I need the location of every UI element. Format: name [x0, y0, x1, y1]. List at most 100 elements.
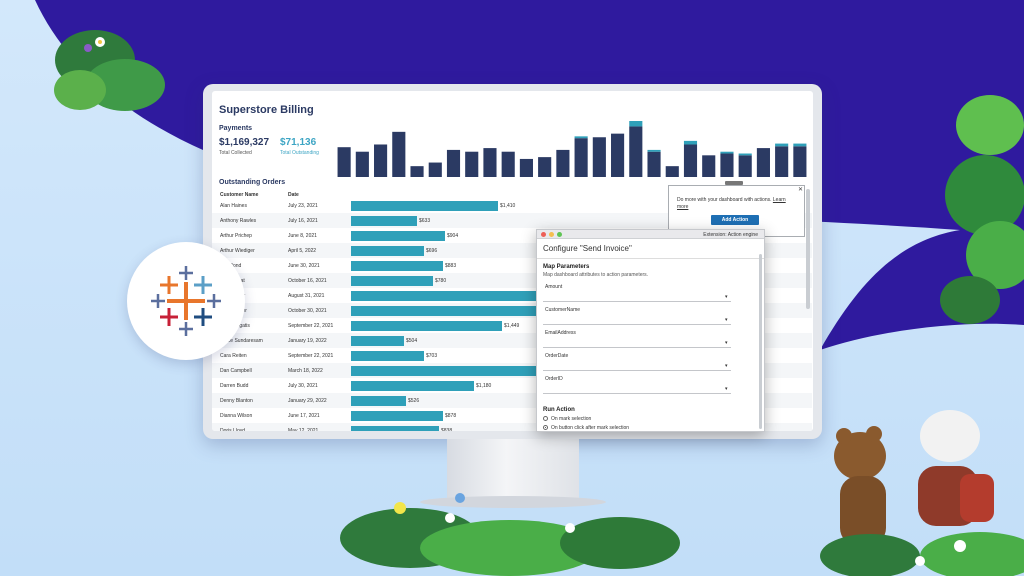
order-amount-bar[interactable]	[351, 216, 417, 226]
payment-bar[interactable]	[428, 162, 442, 177]
payment-bar-outstanding[interactable]	[629, 121, 643, 127]
customer-name-cell: Dan Campbell	[220, 368, 252, 374]
payment-bar[interactable]	[683, 144, 698, 177]
radio-label-on-mark-selection: On mark selection	[551, 416, 592, 422]
payment-bar[interactable]	[519, 158, 533, 177]
payment-bar-outstanding[interactable]	[738, 153, 752, 156]
payment-bar[interactable]	[483, 148, 497, 177]
order-amount-bar[interactable]	[351, 201, 498, 211]
payment-bar[interactable]	[355, 151, 369, 177]
order-amount-bar[interactable]	[351, 246, 424, 256]
order-amount-bar[interactable]	[351, 276, 433, 286]
payment-bar[interactable]	[738, 155, 752, 177]
table-row[interactable]: Dianna Wilson June 17, 2021 $878	[212, 408, 812, 423]
order-amount-label: $1,410	[500, 203, 516, 209]
table-row[interactable]: Anthony Rawles July 16, 2021 $633	[212, 213, 812, 228]
radio-on-button-click[interactable]	[543, 425, 548, 430]
table-row[interactable]: Arthur Prichep June 8, 2021 $904	[212, 228, 812, 243]
customer-name-cell: Cara Reiten	[220, 353, 247, 359]
close-window-icon[interactable]	[541, 232, 546, 237]
payment-bar-outstanding[interactable]	[683, 140, 698, 145]
order-amount-bar[interactable]	[351, 261, 443, 271]
add-action-button[interactable]: Add Action	[711, 215, 759, 225]
order-amount-bar[interactable]	[351, 351, 424, 361]
chevron-down-icon[interactable]: ▾	[725, 386, 728, 392]
table-row[interactable]: Alan Haines July 23, 2021 $1,410	[212, 198, 812, 213]
order-amount-bar[interactable]	[351, 426, 439, 431]
payment-bar-outstanding[interactable]	[647, 149, 661, 152]
close-icon[interactable]: ✕	[797, 187, 803, 193]
payment-bar[interactable]	[538, 157, 552, 177]
column-header-date[interactable]: Date	[288, 192, 299, 198]
maximize-window-icon[interactable]	[557, 232, 562, 237]
payment-bar[interactable]	[775, 146, 789, 177]
order-amount-label: $504	[406, 338, 418, 344]
payment-bar[interactable]	[647, 151, 661, 177]
tableau-logo-icon	[151, 266, 221, 336]
chevron-down-icon[interactable]: ▾	[725, 317, 728, 323]
customer-name-cell: Doris Lloyd	[220, 428, 246, 431]
run-action-title: Run Action	[543, 407, 575, 413]
parameter-dropdown[interactable]	[543, 324, 731, 325]
dashboard-scrollbar[interactable]	[806, 189, 810, 309]
payment-bar[interactable]	[592, 137, 606, 177]
parameter-field-label: Amount	[545, 284, 563, 290]
tableau-logo-badge	[127, 242, 245, 360]
payment-bar[interactable]	[337, 147, 351, 177]
payment-bar[interactable]	[574, 138, 588, 177]
payment-bar[interactable]	[465, 151, 479, 177]
payment-bar[interactable]	[720, 153, 734, 177]
date-cell: June 8, 2021	[288, 233, 317, 239]
order-amount-bar[interactable]	[351, 291, 607, 301]
date-cell: August 31, 2021	[288, 293, 325, 299]
order-amount-bar[interactable]	[351, 396, 406, 406]
payment-bar[interactable]	[629, 126, 643, 177]
payment-bar-outstanding[interactable]	[720, 151, 734, 154]
order-amount-bar[interactable]	[351, 366, 607, 376]
order-amount-bar[interactable]	[351, 336, 404, 346]
table-row[interactable]: Cara Reiten September 22, 2021 $703	[212, 348, 812, 363]
parameter-dropdown[interactable]	[543, 393, 731, 394]
payment-bar[interactable]	[793, 146, 807, 177]
dashboard-title: Superstore Billing	[219, 104, 314, 116]
learn-more-link[interactable]: Learn more	[677, 197, 786, 210]
order-amount-label: $883	[445, 263, 457, 269]
order-amount-bar[interactable]	[351, 381, 474, 391]
extension-drag-handle[interactable]	[725, 181, 743, 185]
chevron-down-icon[interactable]: ▾	[725, 340, 728, 346]
dialog-scrollbar[interactable]	[759, 254, 762, 429]
payment-bar[interactable]	[611, 133, 625, 177]
extension-message: Do more with your dashboard with actions…	[677, 197, 786, 210]
minimize-window-icon[interactable]	[549, 232, 554, 237]
payment-bar[interactable]	[374, 144, 388, 177]
column-header-customer[interactable]: Customer Name	[220, 192, 259, 198]
table-row[interactable]: Darren Budd July 30, 2021 $1,180	[212, 378, 812, 393]
radio-on-mark-selection[interactable]	[543, 416, 548, 421]
payment-bar[interactable]	[556, 149, 570, 177]
order-amount-label: $1,180	[476, 383, 492, 389]
parameter-dropdown[interactable]	[543, 301, 731, 302]
customer-name-cell: Bruce Sundaresam	[220, 338, 263, 344]
order-amount-label: $696	[426, 248, 438, 254]
payment-bar[interactable]	[756, 148, 770, 177]
parameter-dropdown[interactable]	[543, 347, 731, 348]
payment-bar[interactable]	[446, 149, 461, 177]
order-amount-bar[interactable]	[351, 411, 443, 421]
payment-bar-outstanding[interactable]	[574, 136, 588, 139]
chevron-down-icon[interactable]: ▾	[725, 294, 728, 300]
payment-bar[interactable]	[665, 166, 679, 177]
parameter-dropdown[interactable]	[543, 370, 731, 371]
payment-bar[interactable]	[702, 155, 716, 177]
payment-bar[interactable]	[410, 166, 424, 177]
payment-bar[interactable]	[392, 131, 406, 177]
payments-bar-chart[interactable]	[332, 119, 812, 179]
table-row[interactable]: Doris Lloyd May 12, 2021 $838	[212, 423, 812, 431]
order-amount-bar[interactable]	[351, 321, 502, 331]
payment-bar-outstanding[interactable]	[793, 143, 807, 147]
order-amount-bar[interactable]	[351, 231, 445, 241]
chevron-down-icon[interactable]: ▾	[725, 363, 728, 369]
payment-bar[interactable]	[501, 151, 515, 177]
order-amount-bar[interactable]	[351, 306, 541, 316]
date-cell: September 22, 2021	[288, 323, 334, 329]
payment-bar-outstanding[interactable]	[775, 143, 789, 147]
